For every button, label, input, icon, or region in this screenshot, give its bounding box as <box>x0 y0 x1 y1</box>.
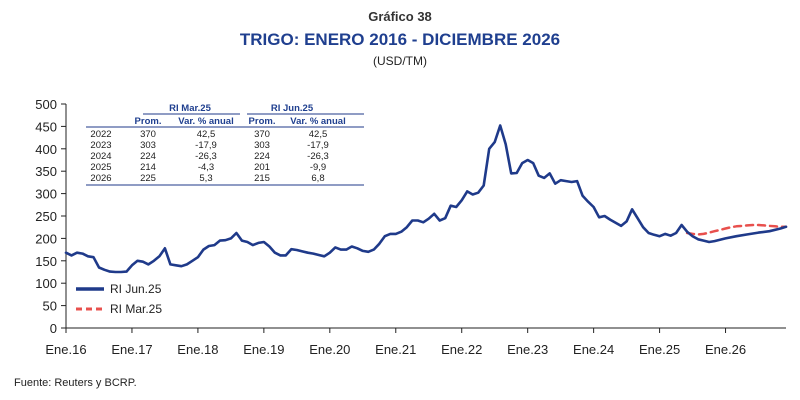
summary-table: RI Mar.25 RI Jun.25 Prom. Var. % anual P… <box>86 103 364 186</box>
table-col-var-jun: Var. % anual <box>290 116 345 127</box>
table-year: 2025 <box>90 162 111 173</box>
y-tick-label: 0 <box>50 321 57 336</box>
table-year: 2026 <box>90 173 111 184</box>
x-tick-label: Ene.21 <box>375 342 416 357</box>
table-col-prom-mar: Prom. <box>135 116 162 127</box>
series-line-ri-jun25 <box>64 124 788 274</box>
table-year: 2024 <box>90 151 111 162</box>
table-col-prom-jun: Prom. <box>249 116 276 127</box>
y-tick-label: 500 <box>35 97 57 112</box>
table-cell: -26,3 <box>307 151 329 162</box>
legend-label-previous: RI Mar.25 <box>110 302 162 316</box>
table-cell: -17,9 <box>307 140 329 151</box>
chart-label: Gráfico 38 <box>368 9 432 24</box>
table-cell: 42,5 <box>197 129 216 140</box>
table-cell: 224 <box>140 151 156 162</box>
table-group-jun: RI Jun.25 <box>271 103 314 114</box>
x-tick-label: Ene.19 <box>243 342 284 357</box>
x-tick-label: Ene.25 <box>639 342 680 357</box>
y-tick-label: 400 <box>35 142 57 157</box>
table-cell: 5,3 <box>199 173 212 184</box>
table-group-mar: RI Mar.25 <box>169 103 211 114</box>
table-col-var-mar: Var. % anual <box>178 116 233 127</box>
table-cell: -26,3 <box>195 151 217 162</box>
legend: RI Jun.25 RI Mar.25 <box>76 282 162 316</box>
table-cell: -17,9 <box>195 140 217 151</box>
table-cell: 201 <box>254 162 270 173</box>
axes <box>65 104 786 329</box>
table-rows: 2022 370 42,5 370 42,5 2023 303 -17,9 303 -17,9 20… <box>90 129 328 184</box>
x-tick-label: Ene.18 <box>177 342 218 357</box>
source-note: Fuente: Reuters y BCRP. <box>14 377 137 389</box>
table-cell: 6,8 <box>311 173 324 184</box>
chart-unit: (USD/TM) <box>373 54 427 68</box>
table-cell: 225 <box>140 173 156 184</box>
table-cell: 370 <box>140 129 156 140</box>
series-lines <box>64 124 788 274</box>
x-tick-label: Ene.16 <box>45 342 86 357</box>
table-cell: -9,9 <box>310 162 326 173</box>
y-tick-label: 350 <box>35 164 57 179</box>
legend-label-actual: RI Jun.25 <box>110 282 162 296</box>
table-cell: 303 <box>254 140 270 151</box>
y-tick-label: 450 <box>35 119 57 134</box>
y-axis-ticks: 0 50 100 150 200 250 300 350 400 450 500 <box>35 97 66 336</box>
x-tick-label: Ene.20 <box>309 342 350 357</box>
series-line-ri-mar25 <box>685 223 788 236</box>
y-tick-label: 300 <box>35 187 57 202</box>
table-cell: 214 <box>140 162 156 173</box>
y-tick-label: 100 <box>35 276 57 291</box>
x-tick-label: Ene.23 <box>507 342 548 357</box>
chart-title: TRIGO: ENERO 2016 - DICIEMBRE 2026 <box>239 30 561 49</box>
table-year: 2023 <box>90 140 111 151</box>
x-tick-label: Ene.22 <box>441 342 482 357</box>
x-tick-label: Ene.17 <box>111 342 152 357</box>
table-cell: 42,5 <box>309 129 328 140</box>
x-tick-label: Ene.24 <box>573 342 614 357</box>
x-axis-ticks: Ene.16 Ene.17 Ene.18 Ene.19 Ene.20 Ene.21 Ene.… <box>45 328 746 357</box>
table-cell: 224 <box>254 151 270 162</box>
y-tick-label: 150 <box>35 254 57 269</box>
y-tick-label: 200 <box>35 231 57 246</box>
x-tick-label: Ene.26 <box>705 342 746 357</box>
y-tick-label: 250 <box>35 209 57 224</box>
table-cell: 303 <box>140 140 156 151</box>
table-cell: 370 <box>254 129 270 140</box>
table-year: 2022 <box>90 129 111 140</box>
y-tick-label: 50 <box>43 299 57 314</box>
table-cell: -4,3 <box>198 162 214 173</box>
table-cell: 215 <box>254 173 270 184</box>
